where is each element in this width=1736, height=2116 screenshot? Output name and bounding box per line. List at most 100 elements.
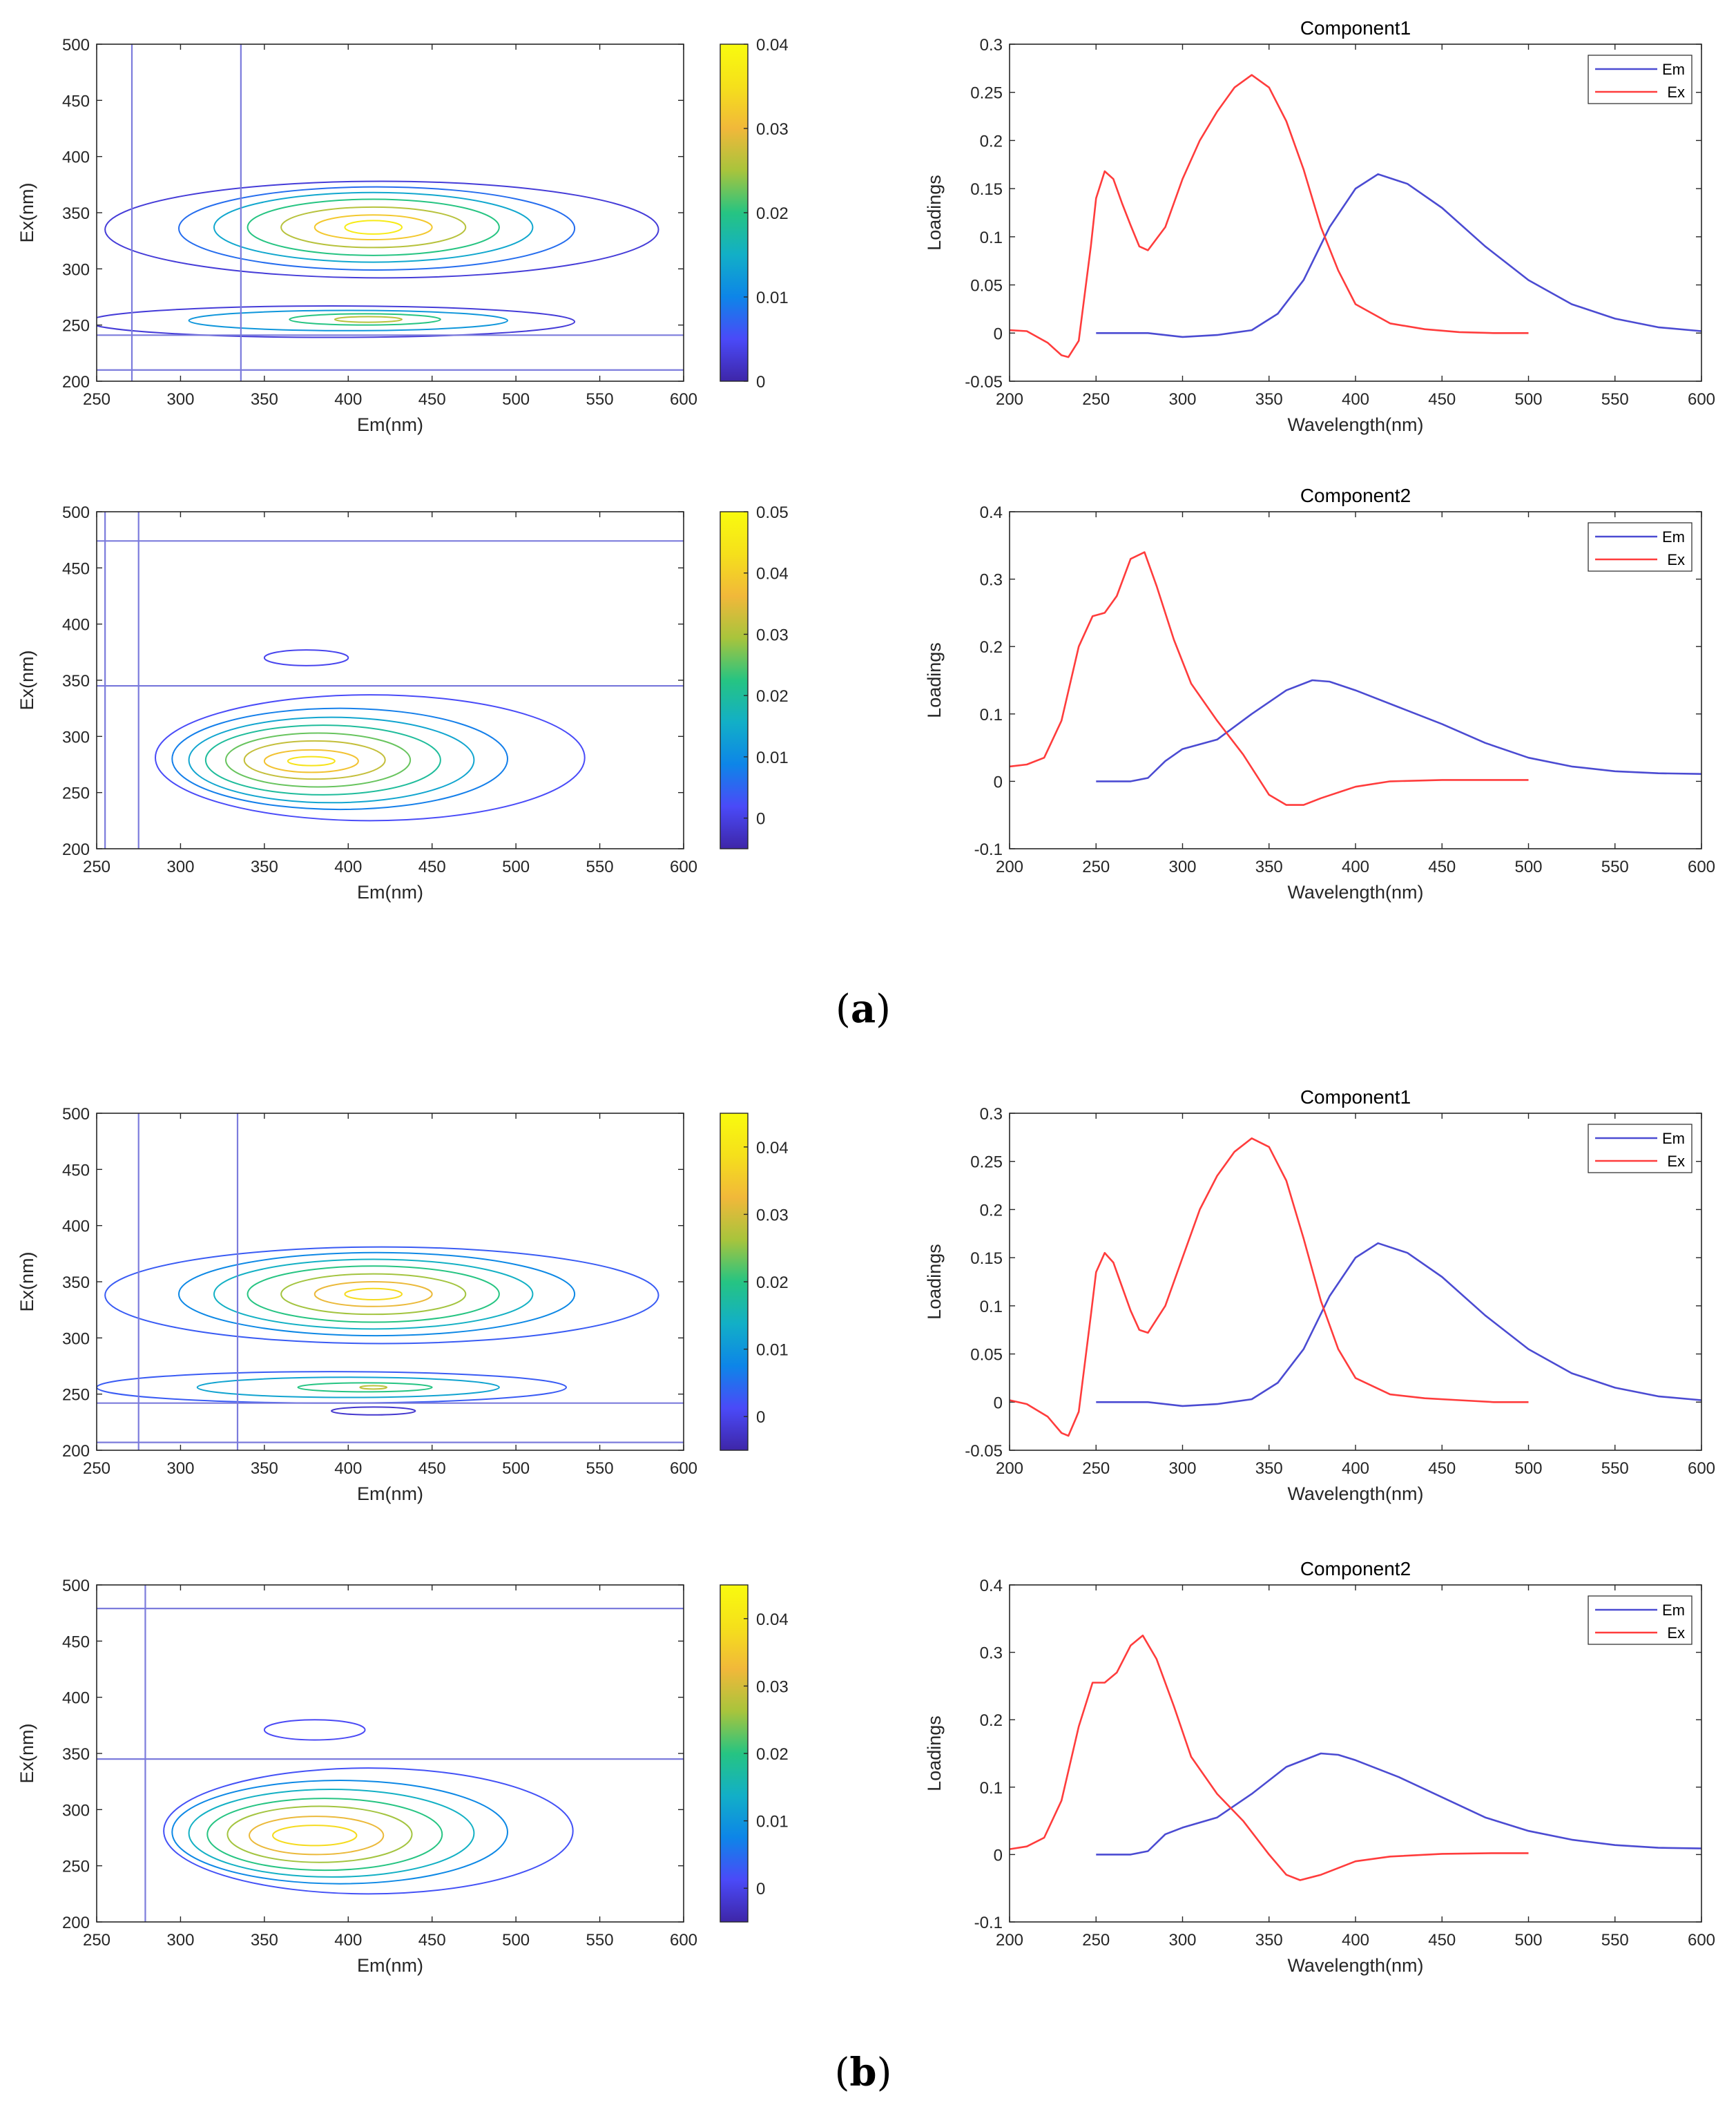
plot-area — [1010, 1113, 1701, 1450]
plot-area — [1010, 1585, 1701, 1922]
axes-frame — [1009, 511, 1702, 849]
series-line-ex — [1009, 1634, 1529, 1881]
contour-line — [196, 1376, 500, 1398]
caption-a: (a) — [836, 986, 891, 1032]
y-tick-label: 0 — [994, 1846, 1003, 1865]
series-line-ex — [1009, 1137, 1529, 1437]
y-tick-label: 200 — [62, 1914, 90, 1932]
x-tick-label: 500 — [502, 858, 530, 876]
y-tick-label: 0.3 — [980, 1105, 1003, 1124]
colorbar-tick-label: 0.03 — [756, 120, 789, 139]
contour-line — [287, 756, 336, 767]
colorbar-bar — [720, 44, 749, 382]
y-axis-label: Ex(nm) — [17, 1252, 37, 1312]
x-tick-label: 250 — [1082, 858, 1110, 876]
colorbar-tick-label: 0.04 — [756, 1610, 789, 1629]
y-tick-label: -0.05 — [965, 1442, 1003, 1461]
y-tick-label: 0.2 — [980, 132, 1003, 151]
x-tick-label: 350 — [1255, 858, 1283, 876]
legend: Em Ex — [1588, 1595, 1692, 1645]
x-tick-label: 350 — [251, 390, 278, 409]
caption-b: (b) — [835, 2050, 892, 2095]
x-tick-label: 200 — [996, 1931, 1023, 1950]
contour-line — [213, 1258, 534, 1330]
y-tick-label: 0.3 — [980, 1644, 1003, 1663]
eem-map-panel: 250 300 350 400 450 500 550 6002002503003504004… — [17, 1577, 789, 1976]
x-tick-label: 300 — [1168, 390, 1196, 409]
plot-content — [97, 44, 684, 381]
series-line-em — [1096, 173, 1702, 338]
x-tick-label: 500 — [1514, 390, 1542, 409]
eem-map-panel: 250 300 350 400 450 500 550 6002002503003504004… — [17, 36, 789, 435]
loadings-panel: 200 250 300 350 400 450 500 550 600 -0.05 0 0.05 0.1… — [924, 17, 1715, 435]
colorbar-tick-label: 0.03 — [756, 626, 789, 644]
x-axis-label: Em(nm) — [357, 1955, 423, 1976]
y-tick-label: 0.1 — [980, 229, 1003, 247]
x-tick-label: 250 — [83, 390, 110, 409]
x-tick-label: 250 — [1082, 1931, 1110, 1950]
contour-line — [359, 1385, 388, 1390]
plot-content — [97, 1113, 684, 1450]
contour-line — [289, 313, 441, 326]
y-tick-label: 0.3 — [980, 571, 1003, 590]
colorbar-bar — [720, 511, 749, 849]
y-axis-label: Ex(nm) — [17, 1724, 37, 1784]
x-tick-label: 350 — [1255, 1459, 1283, 1478]
y-tick-label: 0.25 — [970, 1153, 1003, 1172]
y-tick-label: 200 — [62, 840, 90, 859]
x-tick-label: 550 — [586, 858, 614, 876]
axes-frame — [96, 1584, 684, 1923]
y-axis-label: Loadings — [924, 1715, 945, 1791]
x-tick-label: 300 — [166, 858, 194, 876]
y-tick-label: 0.05 — [970, 1346, 1003, 1365]
contour-line — [331, 1406, 416, 1416]
x-axis-label: Em(nm) — [357, 414, 423, 435]
contour-line — [263, 1719, 366, 1741]
x-tick-label: 300 — [1168, 1931, 1196, 1950]
x-tick-label: 500 — [1514, 858, 1542, 876]
x-tick-label: 250 — [83, 1931, 110, 1950]
contour-line — [104, 180, 659, 279]
legend-label: Ex — [1667, 1624, 1685, 1642]
y-tick-label: 0.2 — [980, 1711, 1003, 1730]
x-tick-label: 600 — [670, 1931, 697, 1950]
colorbar-tick-label: 0.04 — [756, 565, 789, 584]
legend-label: Ex — [1667, 84, 1685, 101]
x-tick-label: 550 — [1601, 858, 1629, 876]
y-tick-label: 350 — [62, 204, 90, 223]
colorbar-tick-label: 0.01 — [756, 749, 789, 767]
x-tick-label: 200 — [996, 390, 1023, 409]
x-tick-label: 600 — [1688, 390, 1715, 409]
x-tick-label: 450 — [1428, 390, 1456, 409]
panels: 250 300 350 400 450 500 550 6002002503003504004… — [17, 17, 1715, 1976]
colorbar-tick-label: 0.03 — [756, 1206, 789, 1224]
contour-line — [272, 1825, 358, 1847]
contour-line — [247, 198, 500, 256]
x-tick-label: 400 — [334, 1931, 362, 1950]
y-tick-label: 300 — [62, 260, 90, 279]
y-tick-label: 0.1 — [980, 1298, 1003, 1316]
contour-line — [344, 1287, 403, 1301]
x-tick-label: 600 — [670, 390, 697, 409]
y-axis-label: Loadings — [924, 175, 945, 251]
colorbar-tick-label: 0.01 — [756, 1341, 789, 1360]
x-tick-label: 450 — [418, 858, 446, 876]
y-tick-label: 0.4 — [980, 503, 1003, 522]
series-line-ex — [1009, 74, 1529, 358]
x-tick-label: 200 — [996, 858, 1023, 876]
x-tick-label: 550 — [1601, 390, 1629, 409]
y-axis-label: Loadings — [924, 1244, 945, 1320]
x-tick-label: 400 — [1342, 858, 1369, 876]
axes-frame — [1009, 1113, 1702, 1451]
x-tick-label: 250 — [1082, 390, 1110, 409]
y-tick-label: 0.15 — [970, 180, 1003, 199]
colorbar-tick-label: 0.04 — [756, 36, 789, 55]
x-tick-label: 550 — [586, 1459, 614, 1478]
x-tick-label: 400 — [334, 1459, 362, 1478]
colorbar-tick-label: 0.05 — [756, 503, 789, 522]
y-tick-label: 250 — [62, 1858, 90, 1876]
x-tick-label: 350 — [1255, 1931, 1283, 1950]
y-tick-label: -0.1 — [974, 1914, 1003, 1932]
x-tick-label: 450 — [418, 1459, 446, 1478]
x-tick-label: 600 — [670, 1459, 697, 1478]
